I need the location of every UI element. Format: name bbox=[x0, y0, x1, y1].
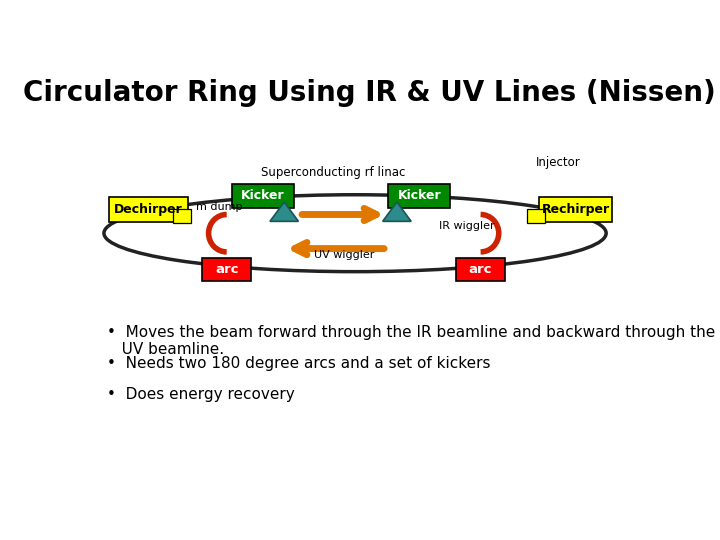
FancyBboxPatch shape bbox=[232, 184, 294, 208]
Text: Dechirper: Dechirper bbox=[114, 203, 183, 216]
Text: Rechirper: Rechirper bbox=[541, 203, 610, 216]
FancyBboxPatch shape bbox=[528, 210, 545, 223]
Text: Injector: Injector bbox=[536, 156, 581, 169]
Text: Circulator Ring Using IR & UV Lines (Nissen): Circulator Ring Using IR & UV Lines (Nis… bbox=[22, 79, 716, 107]
Text: •  Does energy recovery: • Does energy recovery bbox=[107, 387, 294, 402]
Polygon shape bbox=[382, 202, 411, 221]
FancyBboxPatch shape bbox=[539, 198, 612, 221]
Text: Kicker: Kicker bbox=[241, 190, 285, 202]
Text: arc: arc bbox=[469, 263, 492, 276]
Text: IR wiggler: IR wiggler bbox=[438, 221, 495, 231]
FancyBboxPatch shape bbox=[388, 184, 450, 208]
Text: UV wiggler: UV wiggler bbox=[314, 250, 374, 260]
Text: Superconducting rf linac: Superconducting rf linac bbox=[261, 166, 405, 179]
Polygon shape bbox=[270, 202, 298, 221]
FancyBboxPatch shape bbox=[202, 258, 251, 281]
Text: m dump: m dump bbox=[196, 202, 243, 212]
FancyBboxPatch shape bbox=[109, 198, 188, 221]
FancyBboxPatch shape bbox=[456, 258, 505, 281]
Text: Kicker: Kicker bbox=[397, 190, 441, 202]
Text: •  Needs two 180 degree arcs and a set of kickers: • Needs two 180 degree arcs and a set of… bbox=[107, 356, 490, 371]
FancyBboxPatch shape bbox=[173, 210, 191, 223]
Text: arc: arc bbox=[215, 263, 238, 276]
Text: •  Moves the beam forward through the IR beamline and backward through the
   UV: • Moves the beam forward through the IR … bbox=[107, 325, 715, 357]
